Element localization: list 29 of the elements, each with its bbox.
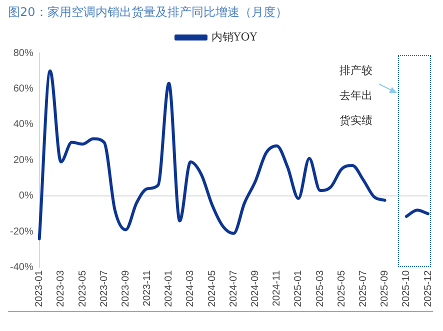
annotation: 排产较去年出货实绩: [339, 64, 372, 127]
x-tick-label: 2024-05: [206, 270, 218, 308]
chart-title: 图20：家用空调内销出货量及排产同比增速（月度）: [8, 4, 288, 21]
x-tick-label: 2024-11: [272, 270, 283, 306]
x-tick-label: 2024-07: [228, 270, 240, 308]
x-tick-label: 2024-09: [250, 270, 262, 308]
y-tick-label: -20%: [10, 226, 34, 238]
y-tick-label: 20%: [13, 154, 34, 166]
y-tick-label: -40%: [10, 262, 34, 274]
y-tick-label: 0%: [18, 190, 34, 202]
y-tick-label: 80%: [13, 48, 34, 59]
x-tick-label: 2023-11: [142, 270, 154, 306]
x-tick-label: 2023-05: [77, 270, 88, 308]
y-tick-label: 40%: [13, 119, 34, 130]
x-tick-label: 2025-12: [422, 270, 434, 308]
x-tick-label: 2025-07: [358, 270, 369, 308]
x-tick-label: 2025-03: [314, 270, 326, 308]
x-tick-label: 2024-03: [185, 270, 196, 308]
x-tick-label: 2024-01: [164, 270, 175, 308]
legend-label: 内销YOY: [211, 30, 258, 44]
y-tick-label: 60%: [13, 83, 34, 94]
x-tick-label: 2025-10: [401, 270, 412, 308]
x-tick-label: 2025-01: [293, 270, 304, 308]
x-tick-label: 2025-09: [380, 270, 391, 308]
x-tick-label: 2023-03: [56, 270, 67, 308]
x-tick-label: 2025-05: [336, 270, 348, 308]
x-tick-label: 2023-07: [98, 270, 110, 308]
x-tick-label: 2023-09: [120, 270, 132, 308]
x-tick-label: 2023-01: [34, 270, 46, 308]
